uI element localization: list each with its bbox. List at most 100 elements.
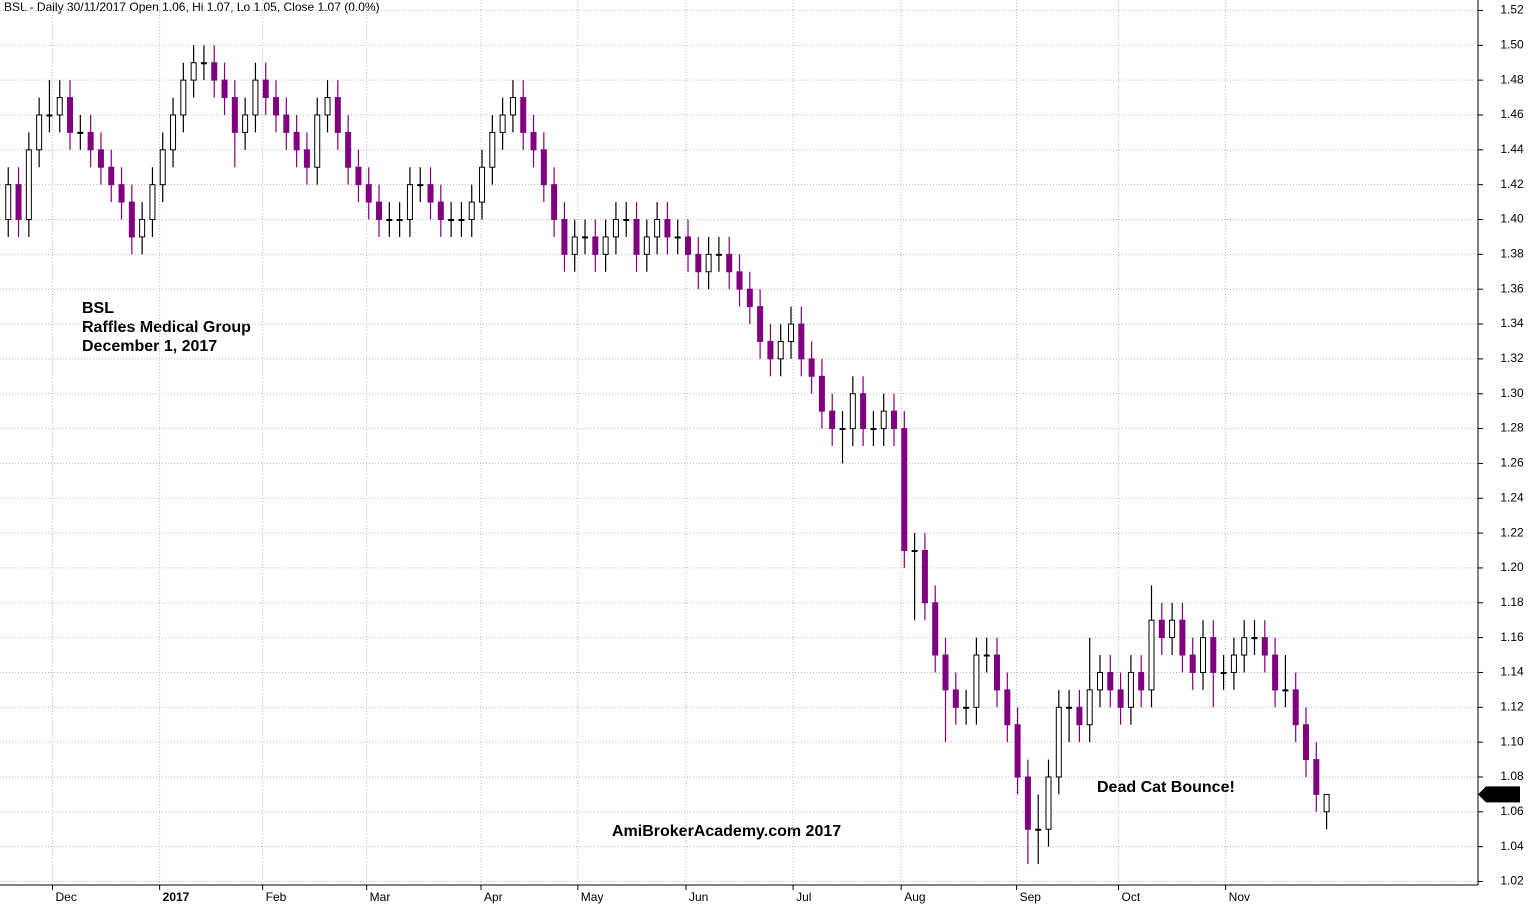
- candle-body: [1220, 671, 1227, 674]
- candle-body: [870, 428, 877, 431]
- x-tick-label: Jun: [689, 890, 708, 904]
- candle-body: [839, 428, 846, 431]
- candle-body: [221, 79, 228, 99]
- candle-body: [571, 236, 578, 255]
- candle-body: [437, 201, 444, 221]
- candle-body: [36, 114, 43, 151]
- y-tick-label: 1.26: [1500, 456, 1524, 470]
- candle-body: [396, 219, 403, 222]
- candle-body: [674, 236, 681, 239]
- candle-body: [808, 358, 815, 377]
- annotation: December 1, 2017: [82, 338, 217, 355]
- candle-body: [118, 184, 125, 203]
- candle-body: [1127, 671, 1134, 708]
- candle-body: [654, 219, 661, 238]
- candle-body: [1251, 637, 1258, 640]
- candle-body: [190, 62, 197, 81]
- x-tick-label: Jul: [796, 890, 811, 904]
- candle-body: [1179, 619, 1186, 656]
- candle-body: [231, 97, 238, 133]
- candle-body: [1241, 637, 1248, 656]
- candle-body: [5, 184, 12, 221]
- candle-body: [1055, 706, 1062, 778]
- candle-body: [1066, 706, 1073, 709]
- candle-body: [1148, 619, 1155, 691]
- candle-body: [211, 62, 218, 81]
- candle-body: [1169, 619, 1176, 639]
- candle-body: [880, 410, 887, 430]
- candle-body: [1097, 671, 1104, 691]
- candle-body: [1230, 654, 1237, 673]
- candle-body: [983, 654, 990, 657]
- candle-body: [252, 79, 259, 116]
- candle-body: [1292, 689, 1299, 726]
- candle-body: [633, 219, 640, 255]
- y-tick-label: 1.42: [1500, 177, 1524, 191]
- x-tick-label: Apr: [484, 890, 503, 904]
- candle-body: [242, 114, 249, 133]
- watermark: AmiBrokerAcademy.com 2017: [612, 823, 841, 840]
- candle-body: [623, 219, 630, 222]
- candle-body: [87, 131, 94, 151]
- candle-body: [77, 131, 84, 134]
- chart-title: BSL - Daily 30/11/2017 Open 1.06, Hi 1.0…: [4, 0, 380, 14]
- candle-body: [767, 340, 774, 360]
- candle-body: [1138, 671, 1145, 691]
- candle-body: [1158, 619, 1165, 639]
- candle-body: [561, 219, 568, 255]
- candle-body: [386, 219, 393, 222]
- x-tick-label: Sep: [1020, 890, 1042, 904]
- candle-body: [1035, 828, 1042, 831]
- y-tick-label: 1.04: [1500, 839, 1524, 853]
- candle-body: [448, 219, 455, 222]
- candle-body: [798, 323, 805, 360]
- candle-body: [520, 97, 527, 133]
- candle-body: [67, 97, 74, 133]
- candle-body: [1014, 724, 1021, 778]
- candle-body: [499, 114, 506, 133]
- candle-body: [736, 271, 743, 290]
- candle-body: [1272, 654, 1279, 691]
- candle-body: [458, 219, 465, 222]
- candle-body: [592, 236, 599, 255]
- candle-body: [376, 201, 383, 221]
- candle-body: [149, 184, 156, 221]
- y-tick-label: 1.20: [1500, 560, 1524, 574]
- candle-body: [46, 114, 53, 117]
- candle-body: [777, 340, 784, 360]
- annotation: Raffles Medical Group: [82, 319, 251, 336]
- last-price-label: 1.07: [1492, 787, 1516, 801]
- candle-body: [427, 184, 434, 203]
- x-tick-label: Dec: [56, 890, 77, 904]
- candle-body: [180, 79, 187, 116]
- candle-body: [406, 184, 413, 221]
- x-tick-label: Mar: [370, 890, 391, 904]
- candle-body: [963, 706, 970, 709]
- x-tick-label: Nov: [1229, 890, 1250, 904]
- y-tick-label: 1.08: [1500, 769, 1524, 783]
- candle-body: [726, 253, 733, 273]
- x-tick-label: May: [581, 890, 604, 904]
- candle-body: [15, 184, 22, 221]
- candle-body: [705, 253, 712, 273]
- y-tick-label: 1.18: [1500, 595, 1524, 609]
- candle-body: [715, 253, 722, 256]
- candle-body: [685, 236, 692, 255]
- candle-body: [818, 375, 825, 412]
- y-tick-label: 1.22: [1500, 525, 1524, 539]
- y-tick-label: 1.16: [1500, 630, 1524, 644]
- y-tick-label: 1.28: [1500, 421, 1524, 435]
- last-price-marker: [1478, 786, 1520, 803]
- candle-body: [664, 219, 671, 238]
- y-tick-label: 1.34: [1500, 316, 1524, 330]
- candle-body: [849, 393, 856, 430]
- candle-body: [170, 114, 177, 151]
- y-tick-label: 1.50: [1500, 37, 1524, 51]
- y-tick-label: 1.38: [1500, 247, 1524, 261]
- candle-body: [509, 97, 516, 116]
- candle-body: [540, 149, 547, 186]
- candle-body: [365, 184, 372, 203]
- candle-body: [921, 550, 928, 604]
- candle-body: [932, 602, 939, 656]
- candle-body: [643, 236, 650, 255]
